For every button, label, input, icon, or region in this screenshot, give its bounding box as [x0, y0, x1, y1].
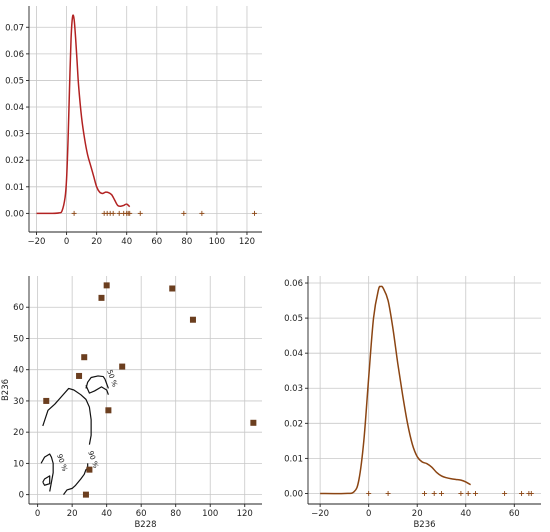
rug-marker	[422, 490, 427, 496]
y-tick-label: 0.06	[5, 50, 24, 60]
y-tick-label: 0.02	[5, 156, 24, 166]
x-tick-label: 100	[202, 509, 218, 519]
x-tick-label: 60	[509, 509, 520, 519]
rug-marker	[431, 490, 437, 496]
rug-marker	[519, 490, 525, 496]
x-tick-label: 20	[91, 237, 102, 247]
y-tick-label: 0.00	[5, 209, 24, 219]
x-tick-label: 40	[460, 509, 471, 519]
y-tick-label: 0.06	[284, 279, 303, 289]
scatter-point	[250, 419, 257, 426]
x-tick-label: 100	[209, 237, 225, 247]
y-tick-label: 20	[13, 428, 24, 438]
y-tick-label: 0.07	[5, 23, 24, 33]
x-tick-label: 20	[67, 509, 78, 519]
x-tick-label: 0	[366, 509, 371, 519]
y-tick-label: 0	[19, 491, 24, 501]
rug-marker	[385, 490, 391, 496]
x-tick-label: 60	[151, 237, 162, 247]
scatter-point	[103, 282, 110, 289]
x-tick-label: 40	[101, 509, 112, 519]
x-tick-label: 60	[136, 509, 147, 519]
rug-marker	[137, 210, 143, 216]
contour-label: 90 %	[55, 453, 69, 473]
y-tick-label: 0.01	[284, 454, 303, 464]
rug-marker	[502, 490, 508, 496]
x-tick-label: 0	[35, 509, 40, 519]
x-tick-label: −20	[28, 237, 46, 247]
y-tick-label: 0.02	[284, 419, 303, 429]
y-tick-label: 30	[13, 397, 24, 407]
scatter-point	[81, 354, 88, 361]
x-tick-label: 0	[64, 237, 69, 247]
rug-marker	[116, 210, 122, 216]
scatter-point	[43, 397, 50, 404]
x-tick-label: 20	[412, 509, 423, 519]
y-tick-label: 0.04	[5, 103, 24, 113]
rug-marker	[181, 210, 187, 216]
y-tick-label: 10	[13, 459, 24, 469]
x-tick-label: 120	[237, 509, 253, 519]
contour-line	[85, 385, 109, 395]
scatter-point	[76, 372, 83, 379]
rug-marker	[458, 490, 464, 496]
x-tick-label: 40	[121, 237, 132, 247]
contour-line	[40, 453, 54, 492]
x-axis-label: B236	[413, 520, 435, 530]
density-curve	[320, 285, 471, 495]
x-tick-label: 80	[170, 509, 181, 519]
rug-marker	[528, 490, 534, 496]
contour-line	[85, 375, 109, 389]
scatter-point	[189, 316, 196, 323]
rug-marker	[465, 490, 471, 496]
y-tick-label: 60	[13, 303, 24, 313]
scatter-point	[82, 491, 89, 498]
y-tick-label: 50	[13, 334, 24, 344]
y-tick-label: 0.03	[5, 130, 24, 140]
rug-marker	[127, 210, 133, 216]
rug-marker	[438, 490, 444, 496]
rug-marker	[71, 210, 77, 216]
density-curve	[36, 14, 131, 215]
rug-marker	[110, 210, 116, 216]
y-tick-label: 40	[13, 366, 24, 376]
scatter-point	[86, 466, 93, 473]
x-tick-label: 80	[181, 237, 192, 247]
scatter-point	[105, 407, 112, 414]
y-tick-label: 0.00	[284, 489, 303, 499]
y-axis-label: B236	[1, 379, 11, 401]
y-tick-label: 0.04	[284, 349, 303, 359]
y-tick-label: 0.05	[284, 314, 303, 324]
x-axis-label: B228	[134, 520, 156, 530]
rug-marker	[472, 490, 478, 496]
contour-line	[42, 475, 51, 486]
panel-bottom-right: −20 0 20 40 60 0.00 0.01 0.02 0.03 0.04 0.05 0.06 B2…	[284, 276, 541, 530]
panel-top-left: −20 0 20 40 60 80 100 120 0.00 0.01 0.02 0.03 0.04 0.…	[5, 6, 262, 247]
rug-marker	[199, 210, 205, 216]
contour-line	[42, 387, 92, 445]
rug-marker	[251, 210, 257, 216]
y-tick-label: 0.01	[5, 183, 24, 193]
y-tick-label: 0.05	[5, 76, 24, 86]
scatter-point	[119, 363, 126, 370]
scatter-point	[169, 285, 176, 292]
rug-marker	[366, 490, 372, 496]
x-tick-label: 120	[239, 237, 255, 247]
y-tick-label: 0.03	[284, 384, 303, 394]
x-tick-label: −20	[311, 509, 329, 519]
scatter-point	[98, 294, 105, 301]
